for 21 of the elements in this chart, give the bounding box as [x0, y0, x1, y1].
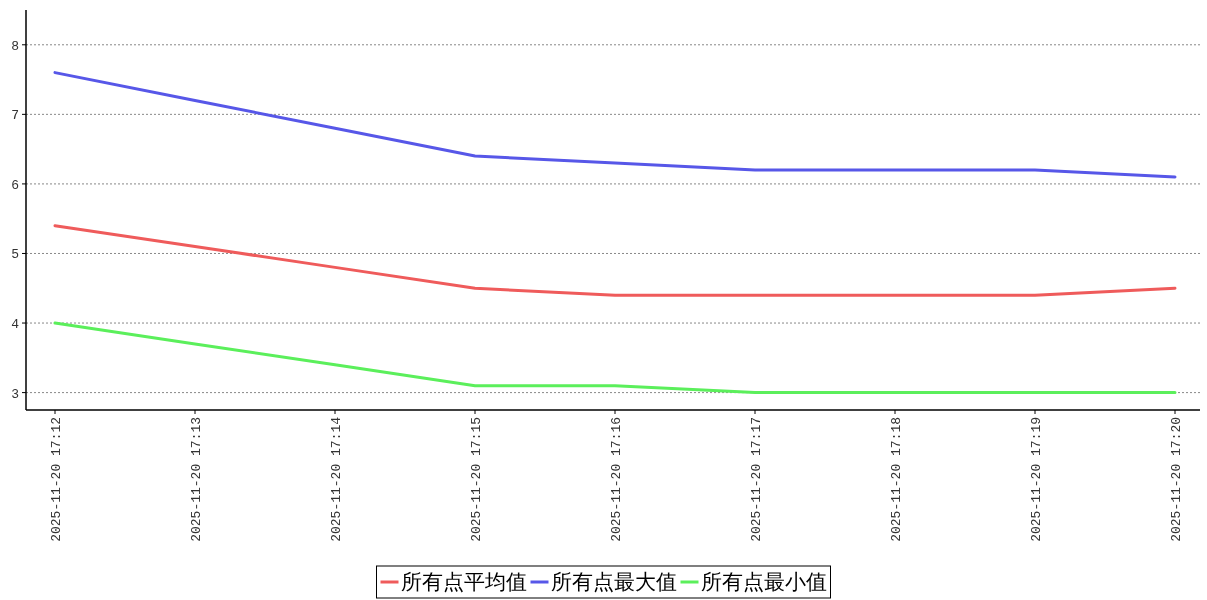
legend-label: 所有点最大值 [550, 570, 677, 594]
x-tick-label: 2025-11-20 17:18 [889, 417, 904, 542]
x-tick-label: 2025-11-20 17:20 [1169, 417, 1184, 542]
x-tick-label: 2025-11-20 17:12 [49, 417, 64, 542]
x-tick-label: 2025-11-20 17:17 [749, 417, 764, 542]
x-tick-label: 2025-11-20 17:14 [329, 416, 344, 542]
line-series [53, 71, 1177, 179]
x-tick-label: 2025-11-20 17:13 [189, 417, 204, 542]
legend-label: 所有点平均值 [400, 570, 527, 594]
x-tick-label: 2025-11-20 17:16 [609, 417, 624, 542]
y-tick-label: 5 [11, 247, 19, 263]
y-tick-label: 7 [11, 108, 19, 124]
y-tick-label: 6 [11, 177, 19, 193]
y-tick-label: 3 [11, 386, 19, 402]
line-series [53, 224, 1177, 297]
x-tick-label: 2025-11-20 17:19 [1029, 417, 1044, 542]
x-tick-label: 2025-11-20 17:15 [469, 417, 484, 542]
legend-label: 所有点最小值 [700, 570, 827, 594]
line-series [53, 321, 1177, 395]
y-tick-label: 8 [11, 38, 19, 54]
y-tick-label: 4 [11, 317, 20, 333]
